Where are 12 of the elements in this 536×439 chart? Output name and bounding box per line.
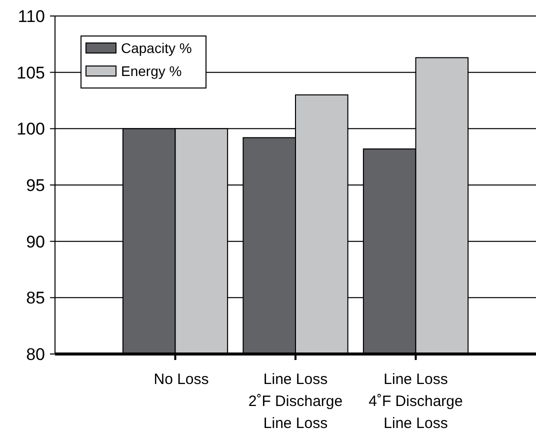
- legend-label: Capacity %: [121, 40, 192, 56]
- y-tick-label: 95: [26, 176, 45, 195]
- y-tick-label: 80: [26, 344, 45, 364]
- x-tick-label: No Loss: [154, 371, 209, 388]
- x-tick-label: Line Loss 4˚F Discharge Line Loss: [368, 371, 463, 432]
- legend-label: Energy %: [121, 62, 182, 79]
- y-tick-label: 110: [18, 6, 45, 26]
- y-tick-label: 100: [16, 120, 45, 139]
- y-tick-label: 90: [26, 232, 45, 252]
- y-tick-label: 105: [16, 63, 45, 82]
- x-tick-label: Line Loss 2˚F Discharge Line Loss: [248, 371, 343, 432]
- y-tick-label: 85: [26, 288, 45, 308]
